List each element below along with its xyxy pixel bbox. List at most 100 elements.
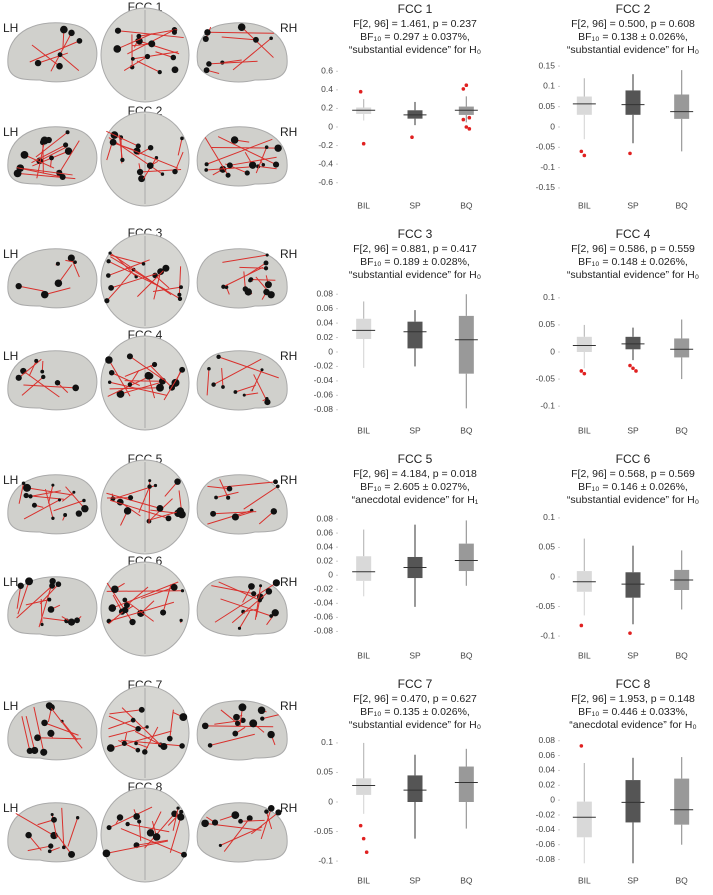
outlier	[358, 823, 363, 828]
hemisphere-label: LH	[3, 247, 18, 261]
hemisphere-label: LH	[3, 21, 18, 35]
chart-title: FCC 6	[616, 452, 651, 466]
connection	[251, 369, 263, 392]
node	[51, 516, 55, 520]
node	[263, 288, 270, 296]
connection	[217, 136, 277, 166]
node	[121, 740, 127, 747]
node	[265, 397, 269, 401]
x-tick-label: BQ	[460, 425, 473, 435]
x-tick-label: BQ	[676, 200, 689, 210]
connection	[108, 609, 126, 625]
node	[148, 40, 156, 48]
connection	[121, 707, 161, 746]
node	[111, 585, 119, 594]
brain-lateral	[196, 22, 288, 83]
connection	[260, 808, 272, 840]
node	[107, 380, 112, 384]
y-tick-label: 0.02	[316, 555, 333, 565]
chart-title: FCC 7	[398, 677, 433, 691]
hemisphere-label: RH	[280, 699, 297, 713]
connection	[221, 368, 224, 388]
node	[264, 399, 271, 406]
node	[47, 606, 55, 613]
connection	[44, 287, 71, 296]
connection	[229, 156, 277, 166]
connection	[106, 130, 139, 147]
y-tick-label: 0.05	[316, 767, 333, 777]
node	[135, 143, 141, 149]
node	[40, 290, 49, 299]
connection	[37, 52, 69, 64]
connection	[215, 491, 239, 498]
y-tick-label: 0.06	[316, 527, 333, 537]
node	[166, 735, 173, 742]
y-tick-label: -0.08	[314, 626, 334, 636]
node	[126, 353, 133, 360]
connection	[109, 499, 169, 519]
y-tick-label: -0.06	[536, 839, 556, 849]
node	[181, 851, 187, 858]
node	[21, 481, 26, 486]
brain-lateral	[196, 350, 288, 411]
connection	[154, 275, 170, 289]
node	[231, 513, 239, 521]
connection	[144, 813, 175, 849]
x-tick-label: BIL	[357, 200, 370, 210]
connection	[18, 285, 44, 292]
outlier	[582, 371, 587, 376]
connection	[20, 167, 73, 176]
node	[246, 815, 253, 822]
connection	[169, 709, 174, 739]
box	[674, 778, 690, 825]
node	[157, 268, 165, 276]
node	[234, 720, 241, 726]
connection	[106, 590, 183, 592]
outlier	[579, 369, 584, 373]
y-tick-label: -0.04	[536, 824, 556, 834]
y-tick-label: 0	[328, 796, 333, 806]
hemisphere-label: RH	[280, 21, 297, 35]
y-tick-label: 0	[550, 571, 555, 581]
node	[31, 502, 37, 508]
connection	[50, 32, 72, 72]
brain-lateral	[196, 700, 288, 761]
node	[62, 845, 66, 850]
node	[106, 744, 115, 752]
node	[251, 591, 257, 597]
node	[146, 829, 155, 837]
node	[106, 273, 111, 278]
connection	[30, 490, 61, 497]
node	[180, 589, 185, 593]
connection	[262, 714, 279, 720]
y-tick-label: 0.1	[543, 512, 555, 522]
node	[25, 577, 33, 586]
connection	[136, 839, 168, 846]
connection	[110, 256, 181, 300]
y-tick-label: -0.04	[314, 598, 334, 608]
node	[49, 155, 54, 161]
node	[59, 174, 66, 181]
connection	[152, 286, 182, 293]
node	[63, 513, 68, 517]
node	[204, 29, 211, 36]
brain-lateral	[196, 474, 288, 535]
connection	[25, 599, 50, 606]
node	[179, 366, 186, 373]
y-tick-label: -0.05	[536, 373, 556, 383]
y-tick-label: 0.05	[538, 542, 555, 552]
node	[152, 833, 161, 841]
node	[257, 598, 262, 603]
node	[230, 136, 239, 144]
node	[142, 749, 148, 755]
connection	[207, 485, 230, 490]
x-tick-label: BIL	[357, 650, 370, 660]
connection	[17, 172, 76, 180]
box	[576, 336, 592, 352]
connection	[223, 817, 251, 852]
node	[233, 390, 238, 394]
node	[102, 849, 111, 858]
box	[356, 556, 372, 581]
hemisphere-label: LH	[3, 125, 18, 139]
